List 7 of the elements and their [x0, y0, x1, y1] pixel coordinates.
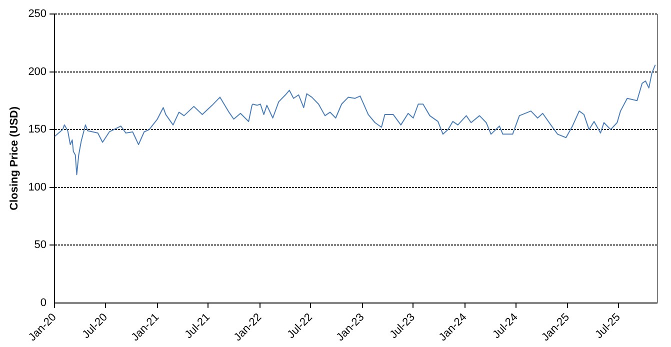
- y-tick-label: 150: [28, 124, 47, 136]
- y-tick-label: 250: [28, 8, 47, 20]
- y-tick-label: 200: [28, 66, 47, 78]
- y-tick-label: 0: [40, 296, 47, 309]
- y-tick-label: 100: [28, 181, 47, 194]
- y-tick-label: 50: [34, 239, 47, 252]
- y-axis-title: Closing Price (USD): [8, 106, 21, 210]
